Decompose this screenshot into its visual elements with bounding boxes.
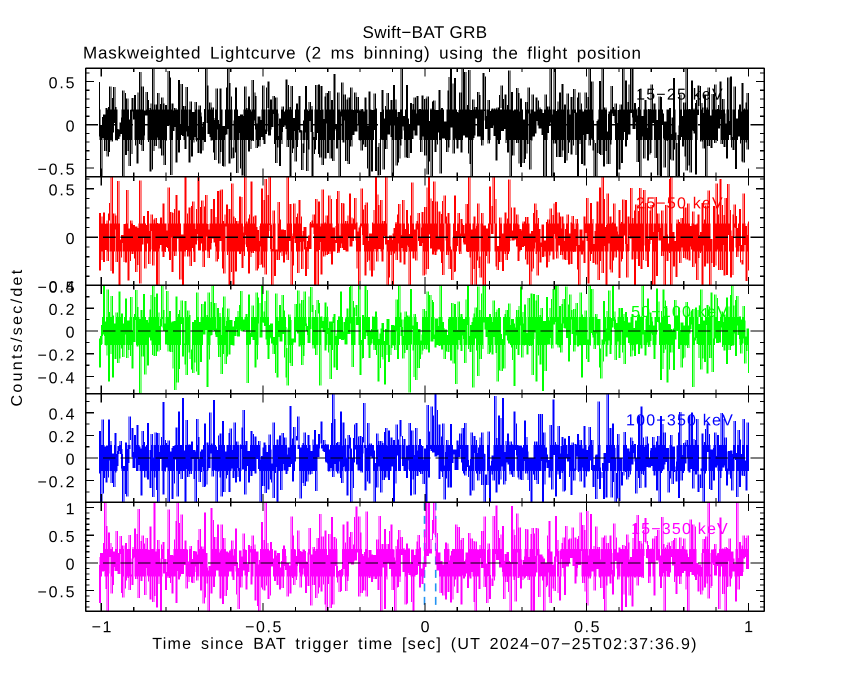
svg-text:Time since BAT trigger time [s: Time since BAT trigger time [sec] (UT 20… bbox=[152, 636, 697, 653]
svg-text:Swift−BAT GRB: Swift−BAT GRB bbox=[362, 23, 487, 42]
svg-text:0: 0 bbox=[66, 325, 77, 342]
svg-text:−0.5: −0.5 bbox=[245, 619, 283, 636]
svg-text:−0.4: −0.4 bbox=[38, 370, 77, 387]
svg-text:0: 0 bbox=[66, 452, 77, 469]
svg-text:0: 0 bbox=[66, 118, 77, 135]
svg-text:−0.5: −0.5 bbox=[38, 584, 77, 601]
svg-text:−0.5: −0.5 bbox=[38, 280, 77, 297]
svg-text:0.5: 0.5 bbox=[49, 75, 77, 92]
svg-text:0.5: 0.5 bbox=[49, 529, 77, 546]
svg-text:15−25 keV: 15−25 keV bbox=[636, 87, 724, 104]
svg-text:−0.2: −0.2 bbox=[38, 474, 77, 491]
svg-text:0.5: 0.5 bbox=[49, 182, 77, 199]
svg-text:1: 1 bbox=[744, 619, 755, 636]
svg-text:0.2: 0.2 bbox=[49, 429, 77, 446]
svg-text:15−350 keV: 15−350 keV bbox=[631, 521, 729, 538]
svg-text:Counts/sec/det: Counts/sec/det bbox=[9, 268, 26, 407]
svg-text:Maskweighted Lightcurve (2 ms: Maskweighted Lightcurve (2 ms binning) u… bbox=[83, 44, 642, 63]
svg-text:100−350 keV: 100−350 keV bbox=[626, 412, 734, 429]
svg-text:−1: −1 bbox=[92, 619, 113, 636]
svg-text:0.4: 0.4 bbox=[49, 406, 77, 423]
svg-text:25−50 keV: 25−50 keV bbox=[636, 195, 724, 212]
svg-text:−0.5: −0.5 bbox=[38, 162, 77, 179]
svg-text:0: 0 bbox=[421, 619, 432, 636]
svg-text:1: 1 bbox=[66, 501, 77, 518]
svg-text:0: 0 bbox=[66, 557, 77, 574]
svg-text:0.2: 0.2 bbox=[49, 302, 77, 319]
svg-text:50−100 keV: 50−100 keV bbox=[631, 304, 729, 321]
svg-text:0.4: 0.4 bbox=[49, 279, 77, 296]
svg-text:0.5: 0.5 bbox=[574, 619, 601, 636]
svg-text:−0.2: −0.2 bbox=[38, 347, 77, 364]
svg-text:0: 0 bbox=[66, 231, 77, 248]
